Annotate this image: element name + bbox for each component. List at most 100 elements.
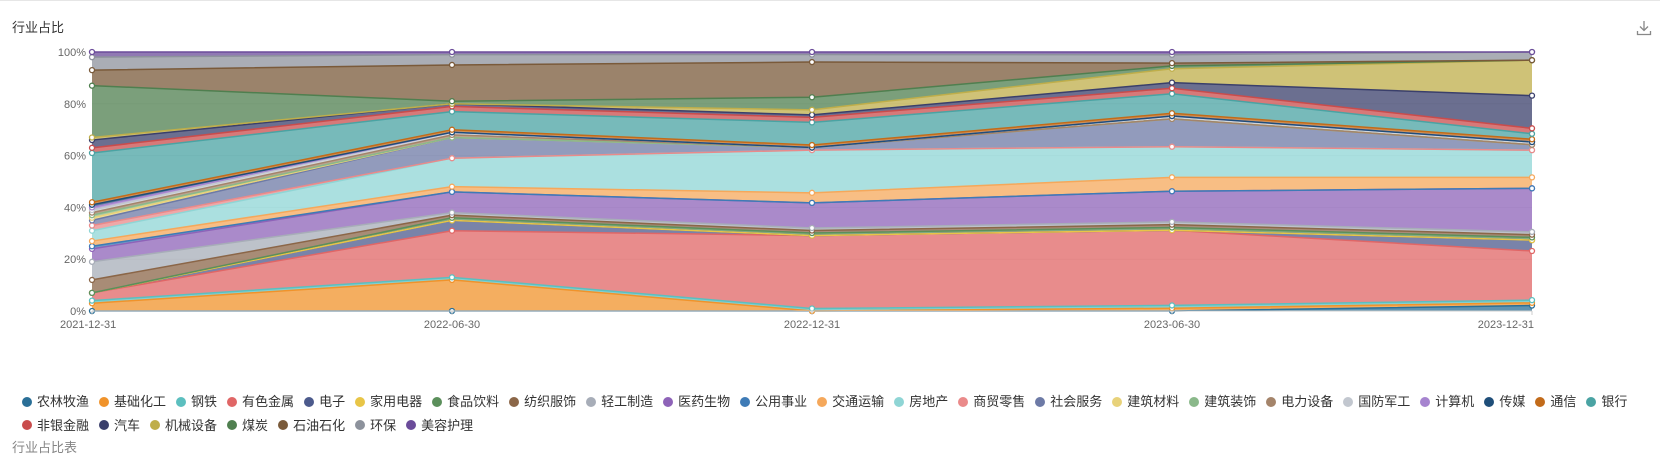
data-point[interactable] xyxy=(88,243,96,250)
x-tick-label: 2022-06-30 xyxy=(424,319,480,331)
data-point[interactable] xyxy=(808,48,816,56)
x-axis-labels: 2021-12-31 2022-06-30 2022-12-31 2023-06-30… xyxy=(60,311,1534,331)
data-point[interactable] xyxy=(1528,228,1536,236)
data-point[interactable] xyxy=(1528,92,1536,99)
data-point[interactable] xyxy=(1168,174,1176,181)
legend-marker-icon xyxy=(958,396,969,407)
data-point[interactable] xyxy=(1528,185,1536,192)
data-point[interactable] xyxy=(1528,247,1536,255)
legend-item[interactable]: 社会服务 xyxy=(1035,390,1102,413)
data-point[interactable] xyxy=(88,222,96,229)
data-point[interactable] xyxy=(448,98,456,105)
data-point[interactable] xyxy=(88,66,96,74)
legend-label: 交通运输 xyxy=(832,394,885,409)
data-point[interactable] xyxy=(1528,146,1536,154)
legend-item[interactable]: 纺织服饰 xyxy=(509,390,576,413)
data-point[interactable] xyxy=(1168,188,1176,195)
legend-item[interactable]: 钢铁 xyxy=(176,390,217,413)
legend-item[interactable]: 通信 xyxy=(1535,390,1576,413)
legend-item[interactable]: 商贸零售 xyxy=(958,390,1025,413)
data-point[interactable] xyxy=(88,54,96,61)
legend-item[interactable]: 交通运输 xyxy=(817,390,884,413)
legend-item[interactable]: 农林牧渔 xyxy=(22,390,89,413)
legend-marker-icon xyxy=(227,420,238,430)
legend-item[interactable]: 机械设备 xyxy=(150,414,217,437)
data-point[interactable] xyxy=(448,209,456,216)
data-point[interactable] xyxy=(808,189,816,196)
data-point[interactable] xyxy=(808,141,816,149)
data-point[interactable] xyxy=(1168,85,1176,92)
data-point[interactable] xyxy=(1528,174,1536,181)
data-point[interactable] xyxy=(448,188,456,196)
data-point[interactable] xyxy=(1168,90,1176,97)
data-point[interactable] xyxy=(88,258,96,265)
data-point[interactable] xyxy=(1528,48,1536,56)
data-point[interactable] xyxy=(808,111,816,119)
data-point[interactable] xyxy=(88,227,96,234)
download-icon[interactable] xyxy=(1636,20,1652,36)
data-point[interactable] xyxy=(88,48,96,56)
data-point[interactable] xyxy=(808,119,816,126)
data-point[interactable] xyxy=(448,48,456,56)
data-point[interactable] xyxy=(88,144,96,151)
legend-item[interactable]: 轻工制造 xyxy=(586,390,653,413)
legend-item[interactable]: 银行 xyxy=(1586,390,1627,413)
data-point[interactable] xyxy=(88,289,96,297)
data-point[interactable] xyxy=(1528,125,1536,132)
data-point[interactable] xyxy=(88,134,96,141)
legend-label: 医药生物 xyxy=(678,394,731,409)
data-point[interactable] xyxy=(448,108,456,115)
data-point[interactable] xyxy=(808,199,816,207)
legend-item[interactable]: 非银金融 xyxy=(22,414,89,437)
legend-item[interactable]: 电力设备 xyxy=(1266,390,1333,413)
legend-marker-icon xyxy=(663,396,674,407)
data-point[interactable] xyxy=(1528,296,1536,304)
data-point[interactable] xyxy=(88,149,96,157)
legend-item[interactable]: 有色金属 xyxy=(227,390,294,413)
legend-item[interactable]: 建筑材料 xyxy=(1112,390,1179,413)
data-point[interactable] xyxy=(1168,48,1176,56)
data-point[interactable] xyxy=(448,183,456,190)
legend-item[interactable]: 房地产 xyxy=(894,390,948,413)
legend-item[interactable]: 食品饮料 xyxy=(432,390,499,413)
data-point[interactable] xyxy=(1168,218,1176,226)
legend-item[interactable]: 基础化工 xyxy=(99,390,166,413)
data-point[interactable] xyxy=(448,227,456,234)
data-point[interactable] xyxy=(88,237,96,245)
data-point[interactable] xyxy=(88,199,96,206)
legend-item[interactable]: 石油石化 xyxy=(278,414,345,437)
legend-item[interactable]: 电子 xyxy=(304,390,345,413)
data-point[interactable] xyxy=(808,58,816,66)
data-point[interactable] xyxy=(88,82,96,89)
legend-item[interactable]: 汽车 xyxy=(99,414,140,437)
legend-item[interactable]: 国防军工 xyxy=(1343,390,1410,413)
legend-item[interactable]: 环保 xyxy=(355,414,396,437)
data-point[interactable] xyxy=(1528,136,1536,143)
data-point[interactable] xyxy=(1168,143,1176,150)
data-point[interactable] xyxy=(448,155,456,162)
legend-item[interactable]: 医药生物 xyxy=(663,390,730,413)
legend-item[interactable]: 计算机 xyxy=(1420,390,1474,413)
legend-item[interactable]: 建筑装饰 xyxy=(1189,390,1256,413)
data-point[interactable] xyxy=(448,61,456,69)
data-point[interactable] xyxy=(1168,79,1176,86)
data-point[interactable] xyxy=(88,276,96,284)
data-point[interactable] xyxy=(808,106,816,113)
legend-item[interactable]: 美容护理 xyxy=(406,414,473,437)
legend-item[interactable]: 家用电器 xyxy=(355,390,422,413)
legend-item[interactable]: 公用事业 xyxy=(740,390,807,413)
data-point[interactable] xyxy=(1528,130,1536,137)
data-point[interactable] xyxy=(448,126,456,133)
data-point[interactable] xyxy=(1168,110,1176,117)
data-point[interactable] xyxy=(808,94,816,101)
data-point[interactable] xyxy=(1168,59,1176,67)
data-point[interactable] xyxy=(88,297,96,304)
legend-item[interactable]: 传媒 xyxy=(1484,390,1525,413)
data-point[interactable] xyxy=(448,274,456,281)
data-point[interactable] xyxy=(808,305,816,312)
data-point[interactable] xyxy=(808,224,816,232)
legend-item[interactable]: 煤炭 xyxy=(227,414,268,437)
legend-label: 非银金融 xyxy=(37,417,90,433)
data-point[interactable] xyxy=(1168,302,1176,309)
data-point[interactable] xyxy=(1528,57,1536,64)
